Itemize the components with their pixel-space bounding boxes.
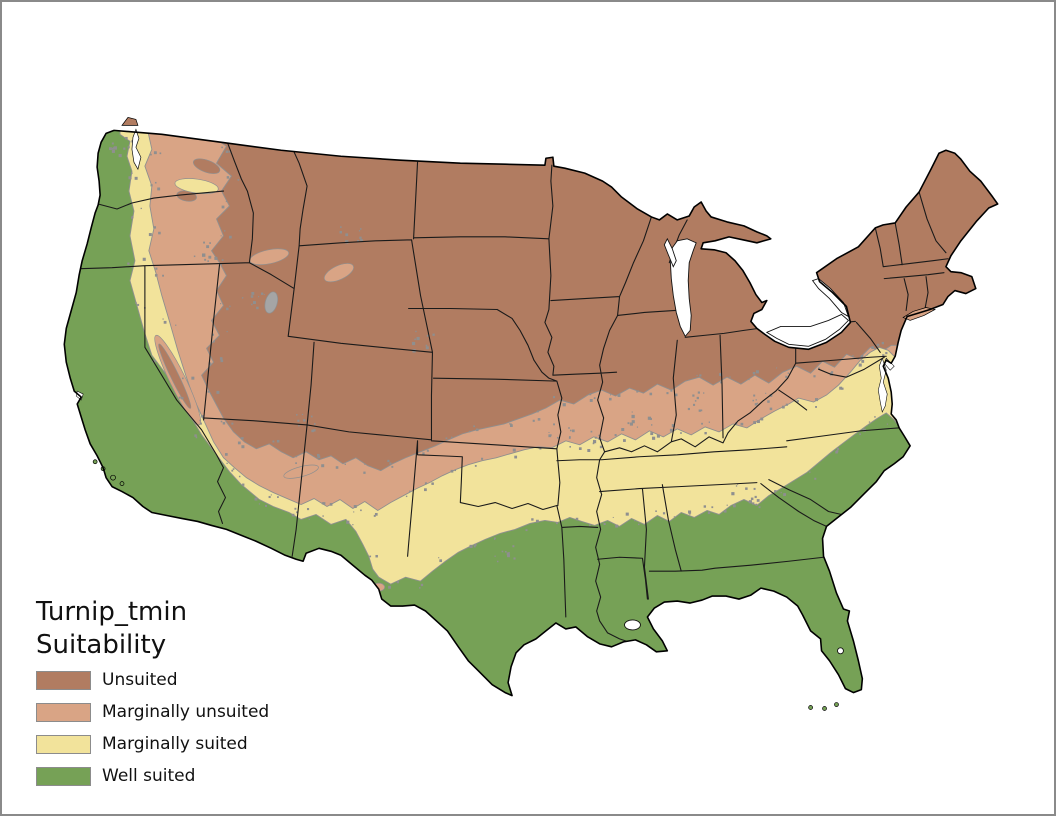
legend-title-line2: Suitability <box>36 629 167 660</box>
legend: Turnip_tmin Suitability Unsuited Marginal… <box>36 596 269 799</box>
legend-swatch-2 <box>36 734 91 754</box>
great-salt-lake <box>264 291 279 314</box>
lake-okeechobee <box>837 647 844 655</box>
channel-island <box>110 474 116 481</box>
lake-ontario <box>811 278 850 318</box>
legend-item: Marginally suited <box>36 734 269 754</box>
puget-sound <box>131 128 142 171</box>
legend-title: Turnip_tmin Suitability <box>36 596 269 662</box>
florida-key <box>822 706 827 711</box>
legend-item: Well suited <box>36 766 269 786</box>
legend-item: Marginally unsuited <box>36 702 270 722</box>
legend-label: Unsuited <box>102 670 178 690</box>
channel-island <box>119 481 125 486</box>
state-boundaries <box>79 136 949 644</box>
lake-pontchartrain <box>624 619 641 631</box>
legend-swatch-1 <box>36 702 91 722</box>
green-bay <box>663 237 677 268</box>
legend-item-list: Unsuited Marginally unsuited Marginally su… <box>36 670 270 786</box>
raster-pockets <box>154 158 386 592</box>
legend-swatch-3 <box>36 766 91 786</box>
lake-michigan <box>669 238 697 338</box>
water-bodies <box>75 128 895 655</box>
border-land-fragment <box>121 117 139 126</box>
legend-swatch-0 <box>36 670 91 690</box>
lake-erie <box>765 313 850 347</box>
florida-key <box>808 705 813 710</box>
legend-title-line1: Turnip_tmin <box>36 597 188 627</box>
legend-label: Well suited <box>102 766 196 786</box>
legend-label: Marginally unsuited <box>102 702 270 722</box>
legend-label: Marginally suited <box>102 734 248 754</box>
florida-key <box>834 702 839 707</box>
legend-item: Unsuited <box>36 670 269 690</box>
channel-island <box>92 459 98 465</box>
